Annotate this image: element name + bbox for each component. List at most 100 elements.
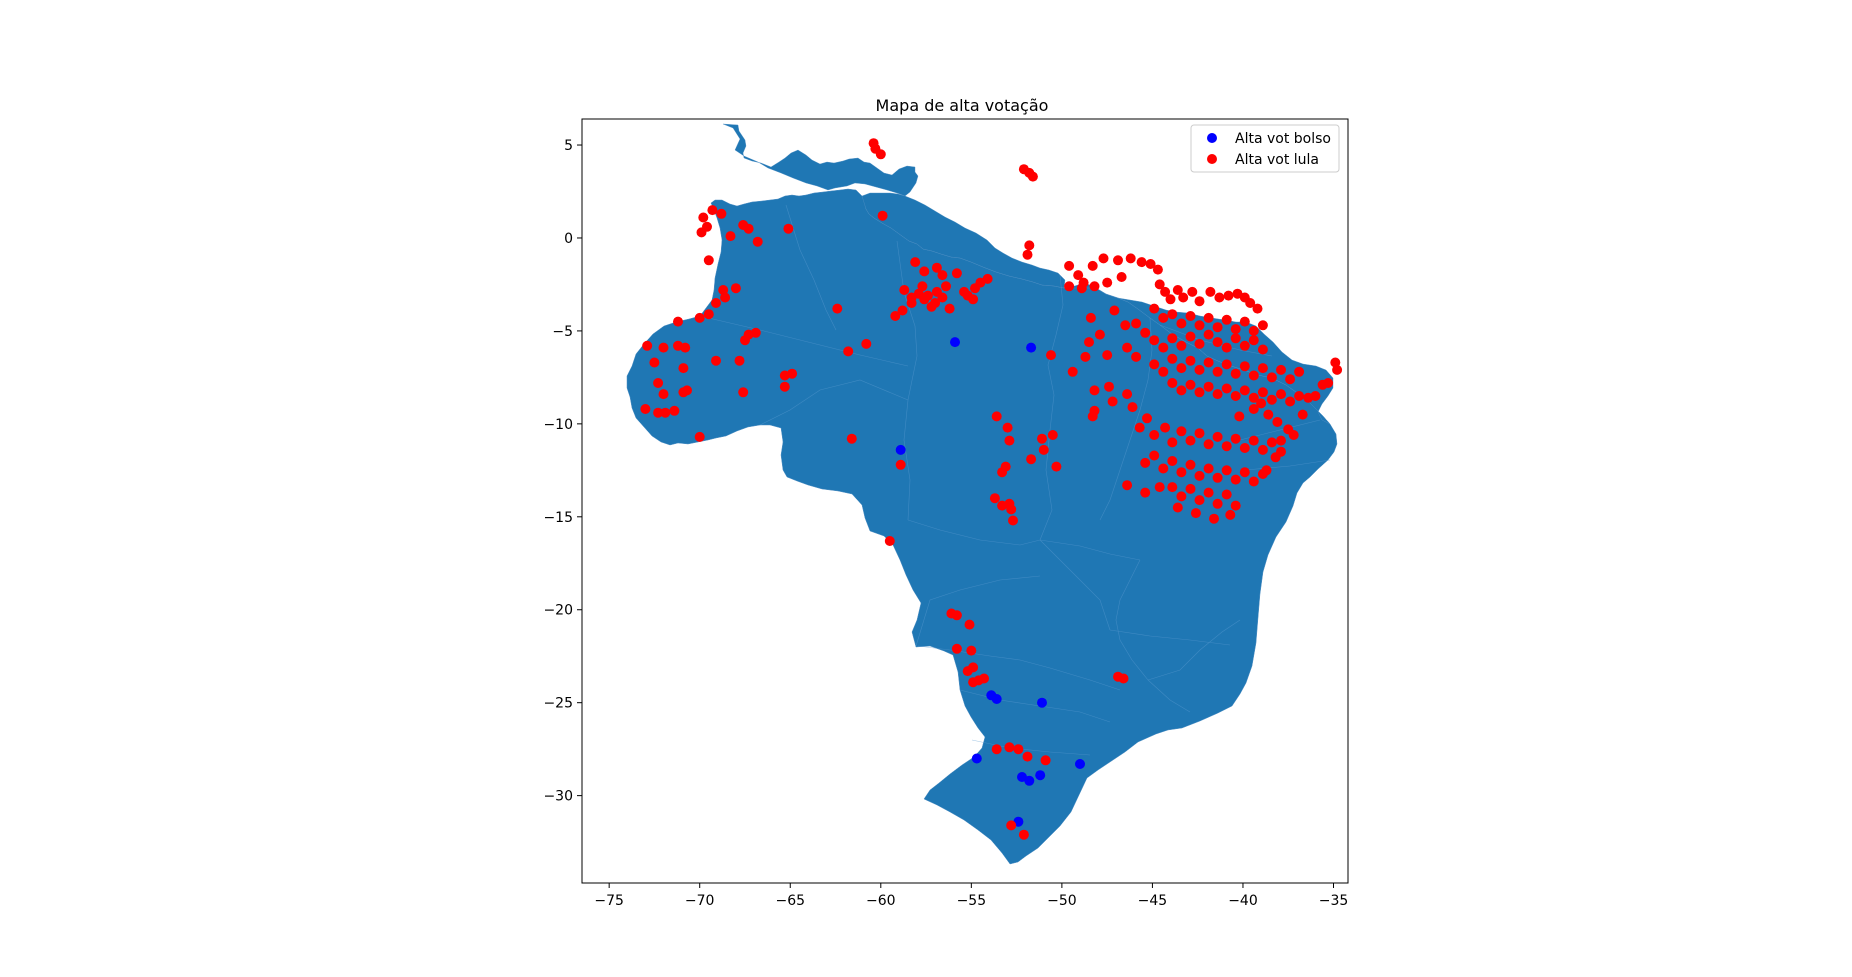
data-point — [1018, 829, 1029, 840]
data-point — [1158, 342, 1169, 353]
legend-frame — [1190, 124, 1340, 173]
data-point — [734, 355, 745, 366]
data-point — [696, 227, 707, 238]
data-point — [895, 459, 906, 470]
data-point — [1149, 450, 1160, 461]
data-point — [1154, 482, 1165, 493]
data-point — [1084, 337, 1094, 348]
data-point — [917, 281, 928, 292]
data-point — [658, 342, 669, 353]
data-point — [1113, 255, 1123, 266]
data-point — [1076, 283, 1087, 294]
data-point — [1087, 260, 1098, 271]
data-point — [1176, 340, 1187, 351]
data-point — [1167, 437, 1178, 448]
data-point — [1257, 387, 1268, 398]
data-point — [730, 283, 741, 294]
data-point — [1257, 444, 1268, 455]
data-point — [899, 285, 910, 295]
data-point — [642, 340, 653, 351]
data-point — [832, 303, 843, 314]
data-point — [1223, 290, 1234, 301]
data-point — [1022, 249, 1033, 260]
data-point — [1270, 452, 1281, 463]
data-point — [1248, 392, 1259, 403]
data-point — [1047, 430, 1058, 440]
axes-frame — [581, 118, 1349, 884]
data-point — [1256, 398, 1267, 409]
data-point — [1187, 286, 1198, 297]
data-point — [1221, 489, 1232, 500]
data-point — [1332, 364, 1343, 375]
data-point — [1203, 487, 1214, 498]
data-point — [1080, 351, 1091, 362]
data-point — [694, 431, 705, 442]
y-tick-label: −10 — [543, 417, 573, 433]
data-point — [1024, 775, 1035, 786]
data-point — [1176, 426, 1187, 437]
chart-title: Mapa de alta votação — [876, 96, 1049, 115]
y-tick-label: −30 — [543, 789, 573, 805]
plot-area: −75 −70 −65 −60 −55 −50 −45 −40 −35 5 0 −5 −10 −15 −2… — [543, 118, 1349, 909]
data-point — [1194, 387, 1205, 398]
data-point — [1212, 366, 1223, 377]
data-point — [1167, 309, 1178, 320]
data-point — [1149, 359, 1160, 370]
data-point — [989, 493, 1000, 504]
data-point — [962, 666, 973, 677]
data-point — [1102, 350, 1113, 361]
data-point — [1022, 751, 1033, 762]
data-point — [895, 444, 906, 455]
data-point — [1194, 495, 1205, 506]
x-tick-label: −70 — [685, 893, 715, 909]
data-point — [1185, 459, 1196, 470]
data-point — [1172, 502, 1183, 513]
data-point — [1142, 413, 1152, 424]
data-point — [944, 303, 955, 314]
data-point — [1145, 259, 1156, 269]
data-point — [1261, 465, 1272, 476]
data-point — [1221, 383, 1232, 394]
data-point — [1176, 385, 1187, 396]
data-point — [1167, 333, 1178, 344]
data-point — [1212, 337, 1223, 348]
brazil-map-east — [861, 192, 1066, 289]
data-point — [1176, 467, 1187, 478]
data-point — [1089, 385, 1100, 396]
data-point — [1239, 385, 1250, 396]
data-point — [716, 208, 727, 219]
data-point — [1248, 435, 1259, 446]
scatter-series — [640, 138, 1343, 840]
legend: Alta vot bolso Alta vot lula — [1190, 124, 1340, 173]
data-point — [968, 677, 979, 688]
data-point — [660, 407, 671, 418]
data-point — [1221, 441, 1232, 452]
data-point — [1089, 281, 1100, 292]
data-point — [1310, 391, 1321, 401]
data-point — [1297, 409, 1308, 420]
data-point — [752, 236, 763, 247]
data-point — [1230, 368, 1241, 379]
data-point — [1160, 422, 1171, 433]
data-point — [1140, 327, 1151, 338]
data-point — [703, 255, 714, 266]
data-point — [1194, 320, 1205, 331]
data-point — [1239, 361, 1250, 372]
data-point — [1257, 363, 1268, 374]
data-point — [979, 673, 989, 684]
data-point — [968, 294, 979, 305]
data-point — [1221, 465, 1232, 476]
data-point — [1245, 298, 1256, 308]
data-point — [951, 268, 962, 279]
data-point — [1160, 286, 1171, 297]
x-tick-label: −75 — [594, 893, 624, 909]
data-point — [1051, 461, 1062, 472]
data-point — [1276, 364, 1286, 375]
data-point — [1158, 312, 1169, 323]
data-point — [1087, 411, 1098, 422]
data-point — [1212, 389, 1223, 400]
data-point — [1230, 433, 1241, 444]
data-point — [1107, 396, 1118, 407]
data-point — [1064, 260, 1075, 271]
